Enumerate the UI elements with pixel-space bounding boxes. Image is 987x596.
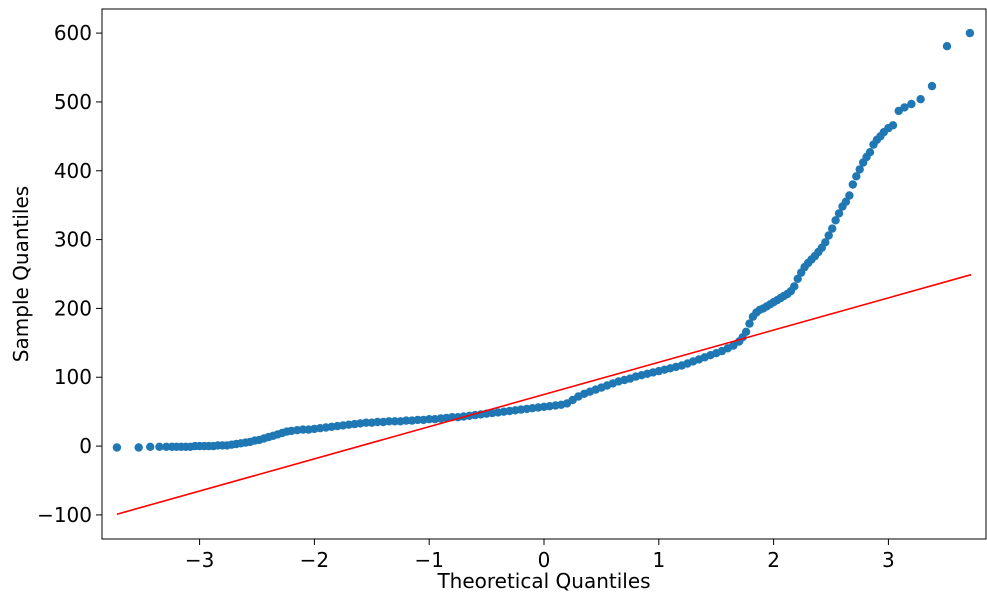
data-point [831, 216, 840, 225]
data-point [900, 103, 909, 112]
x-tick-label: 1 [652, 548, 665, 572]
data-point [888, 121, 898, 130]
data-point [942, 42, 952, 51]
data-point [965, 28, 975, 38]
data-point [745, 319, 754, 328]
y-tick-label: 200 [54, 296, 92, 320]
data-point [729, 341, 738, 350]
data-point [841, 197, 851, 206]
data-point [793, 274, 802, 283]
x-tick-label: −3 [185, 548, 214, 572]
y-tick-label: 300 [54, 228, 92, 252]
data-point [848, 180, 857, 189]
data-point [927, 81, 937, 91]
data-point [865, 148, 875, 157]
data-point [741, 327, 751, 336]
data-point [402, 416, 411, 425]
data-point [373, 417, 382, 427]
x-axis-label: Theoretical Quantiles [436, 569, 650, 593]
data-point [916, 95, 925, 104]
x-axis-ticks: −3 −2 −1 0 1 2 3 [185, 539, 895, 572]
data-point [134, 443, 143, 452]
data-point [907, 99, 916, 109]
x-tick-label: 2 [767, 548, 780, 572]
x-tick-label: −1 [414, 548, 443, 572]
data-point [155, 442, 164, 451]
data-point [824, 231, 833, 240]
reference-line-group [116, 273, 972, 515]
data-point [828, 224, 837, 233]
y-tick-label: 600 [54, 21, 92, 45]
y-tick-label: 500 [54, 90, 92, 114]
data-point [834, 209, 844, 218]
x-tick-label: 3 [882, 548, 895, 572]
data-point [855, 165, 864, 174]
x-tick-label: −2 [300, 548, 329, 572]
data-point [845, 191, 854, 200]
data-point [821, 238, 830, 247]
data-point [852, 172, 861, 181]
data-point [790, 282, 799, 291]
y-axis-ticks: −100 0 100 200 300 400 500 600 [37, 21, 102, 527]
data-point [384, 417, 394, 426]
data-point [112, 443, 122, 452]
data-point [146, 442, 155, 451]
scatter-points [112, 28, 975, 452]
reference-line [116, 273, 972, 515]
x-tick-label: 0 [538, 548, 551, 572]
y-tick-label: 100 [54, 365, 92, 389]
y-tick-label: −100 [37, 503, 92, 527]
y-axis-label: Sample Quantiles [9, 186, 33, 362]
data-point [413, 415, 422, 425]
y-tick-label: 0 [79, 434, 92, 458]
y-tick-label: 400 [54, 159, 92, 183]
